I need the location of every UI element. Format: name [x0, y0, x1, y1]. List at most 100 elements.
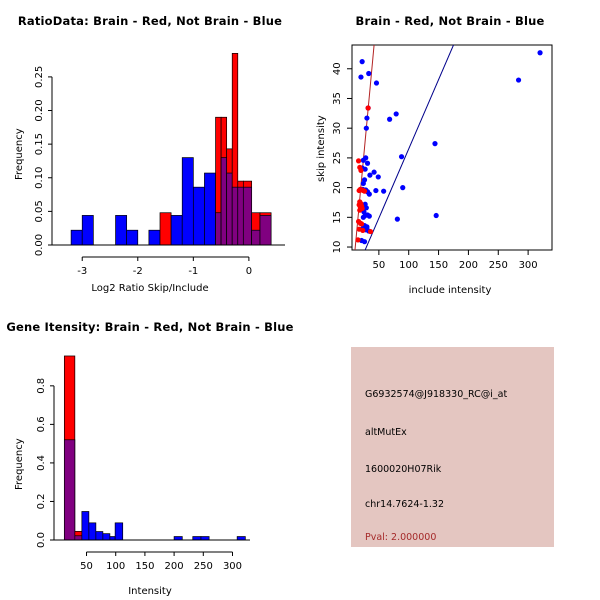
gene-intensity-histogram-title: Gene Itensity: Brain - Red, Not Brain - … [6, 320, 294, 334]
y-tick-label: 0.8 [36, 378, 47, 394]
scatter-axes: 10 15 20 25 30 35 40 50 100 150 200 250 300 [332, 62, 538, 271]
y-tick-label: 40 [332, 62, 343, 75]
x-tick-label: 200 [165, 561, 184, 572]
x-tick-label: -2 [133, 266, 143, 277]
y-tick-label: 0.05 [34, 200, 45, 222]
x-tick-label: 300 [519, 260, 538, 271]
bar-not-brain [251, 229, 261, 246]
scatter-point-brain [360, 227, 366, 233]
y-tick-label: 20 [332, 181, 343, 194]
y-tick-label: 0.15 [34, 133, 45, 155]
y-tick-label: 25 [332, 152, 343, 165]
scatter-point-not-brain [373, 187, 379, 194]
bar-not-brain [231, 186, 239, 246]
scatter-point-not-brain [432, 141, 438, 147]
scatter-point-not-brain [363, 205, 369, 211]
bar-not-brain [226, 172, 233, 246]
bar-not-brain [242, 186, 253, 246]
y-tick-label: 0.10 [34, 167, 45, 189]
scatter-point-not-brain [364, 160, 371, 166]
scatter-point-not-brain [371, 169, 377, 175]
x-tick-label: 300 [223, 561, 242, 572]
gene-symbol-text: 1600020H07Rik [365, 464, 442, 475]
scatter-content [354, 45, 543, 250]
event-type-text: altMutEx [365, 427, 407, 438]
gene-bars-group [63, 355, 246, 541]
bar-not-brain [237, 186, 244, 246]
pval-text: Pval: 2.000000 [365, 532, 437, 543]
bar-not-brain [70, 229, 83, 246]
x-tick-label: 250 [489, 260, 508, 271]
y-tick-label: 0.0 [36, 532, 47, 548]
ratio-histogram-ylabel: Frequency [14, 128, 25, 180]
y-tick-label: 0.4 [36, 455, 47, 471]
scatter-point-not-brain [400, 185, 406, 191]
probe-id-text: G6932574@J918330_RC@i_at [365, 389, 508, 400]
ratio-histogram-xlabel: Log2 Ratio Skip/Include [91, 283, 209, 294]
ratio-histogram-plot: 0.00 0.05 0.10 0.15 0.20 0.25 -3 -2 -1 0 [34, 53, 285, 277]
bar-not-brain [126, 229, 139, 246]
bar-not-brain [192, 536, 202, 541]
scatter-point-brain [355, 158, 362, 164]
scatter-point-not-brain [366, 191, 372, 197]
scatter-point-brain [361, 188, 368, 194]
plot-frame [351, 44, 553, 251]
fit-line-not-brain-fit [364, 45, 454, 250]
scatter-point-not-brain [358, 74, 364, 80]
ratio-histogram-panel: RatioData: Brain - Red, Not Brain - Blue… [0, 0, 300, 300]
y-tick-label: 35 [332, 92, 343, 105]
x-tick-label: 200 [459, 260, 478, 271]
ratio-histogram-title: RatioData: Brain - Red, Not Brain - Blue [17, 14, 283, 28]
bar-not-brain [95, 531, 104, 541]
scatter-point-not-brain [364, 115, 370, 121]
bar-not-brain [114, 522, 124, 541]
x-tick-label: 0 [246, 266, 252, 277]
scatter-point-brain [365, 105, 371, 111]
scatter-point-brain [357, 207, 363, 213]
bar-not-brain [109, 536, 116, 541]
scatter-point-not-brain [366, 70, 372, 77]
x-tick-label: 100 [399, 260, 418, 271]
scatter-point-not-brain [359, 59, 365, 65]
scatter-point-not-brain [537, 50, 543, 56]
gene-intensity-plot: 0.0 0.2 0.4 0.6 0.8 50 100 150 200 250 300 [36, 355, 250, 572]
bar-not-brain [74, 535, 83, 541]
y-tick-label: 15 [332, 211, 343, 224]
ratio-axes: 0.00 0.05 0.10 0.15 0.20 0.25 -3 -2 -1 0 [34, 66, 285, 277]
bar-not-brain [81, 215, 94, 246]
bar-not-brain [181, 157, 194, 246]
bar-not-brain [115, 215, 128, 246]
scatter-point-not-brain [387, 116, 393, 122]
bar-brain [159, 212, 172, 246]
scatter-point-not-brain [360, 180, 366, 187]
x-tick-label: -1 [188, 266, 198, 277]
y-tick-label: 30 [332, 122, 343, 135]
scatter-point-not-brain [361, 239, 368, 245]
x-tick-label: 150 [429, 260, 448, 271]
bar-not-brain [200, 536, 210, 541]
y-tick-label: 0.00 [34, 234, 45, 256]
scatter-point-not-brain [363, 125, 369, 131]
scatter-point-not-brain [375, 174, 381, 180]
scatter-point-brain [356, 187, 362, 194]
gene-axes: 0.0 0.2 0.4 0.6 0.8 50 100 150 200 250 300 [36, 378, 250, 572]
bar-not-brain [215, 212, 222, 246]
scatter-point-not-brain [433, 212, 439, 219]
y-tick-label: 10 [332, 241, 343, 254]
scatter-point-brain [355, 237, 361, 243]
gene-intensity-histogram-panel: Gene Itensity: Brain - Red, Not Brain - … [0, 300, 300, 600]
x-tick-label: 50 [372, 260, 385, 271]
bar-not-brain [236, 536, 246, 541]
scatter-panel: Brain - Red, Not Brain - Blue 10 15 20 25 30… [300, 0, 600, 300]
scatter-plot: 10 15 20 25 30 35 40 50 100 150 200 250 300 [332, 44, 553, 271]
y-tick-label: 0.6 [36, 416, 47, 432]
bar-not-brain [102, 533, 111, 541]
bar-not-brain [81, 511, 90, 541]
x-tick-label: 150 [135, 561, 154, 572]
scatter-ylabel: skip intensity [316, 115, 327, 182]
bar-not-brain [148, 229, 161, 246]
bar-not-brain [204, 172, 216, 246]
gene-intensity-xlabel: Intensity [128, 586, 172, 597]
gene-intensity-ylabel: Frequency [14, 438, 25, 490]
bar-not-brain [220, 157, 228, 246]
